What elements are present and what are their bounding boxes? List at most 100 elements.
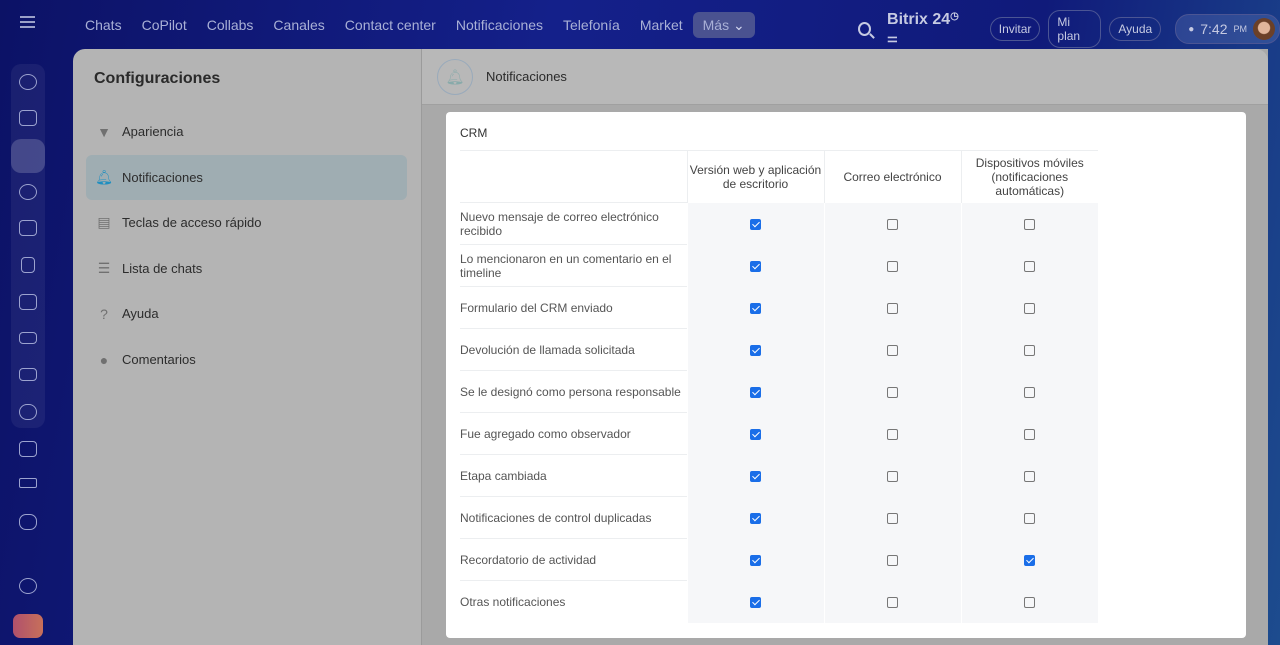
checkbox-email[interactable]	[887, 470, 898, 482]
checkbox-mobile[interactable]	[1024, 302, 1036, 314]
nav-canales[interactable]: Canales	[273, 17, 325, 33]
table-row: Se le designó como persona responsable	[460, 370, 1098, 413]
copilot-icon[interactable]	[19, 184, 37, 200]
checkbox-cell	[823, 328, 961, 371]
chat-icon[interactable]	[11, 139, 45, 173]
checkbox-web[interactable]	[750, 302, 761, 314]
checkbox-email[interactable]	[887, 386, 898, 398]
help-button[interactable]: Ayuda	[1109, 17, 1162, 41]
feed-icon[interactable]	[19, 74, 37, 90]
document-icon[interactable]	[21, 257, 35, 273]
checkbox-web[interactable]	[750, 554, 761, 566]
calendar-icon[interactable]	[19, 220, 37, 236]
checkbox-cell	[960, 496, 1098, 539]
checkbox-web[interactable]	[750, 512, 761, 524]
checkbox-mobile[interactable]	[1024, 386, 1036, 398]
rail-group	[11, 64, 45, 428]
checkbox-cell	[823, 580, 961, 623]
row-label: Formulario del CRM enviado	[460, 286, 687, 329]
menu-item-lista-chats[interactable]: ☰ Lista de chats	[86, 246, 407, 291]
nav-collabs[interactable]: Collabs	[206, 17, 254, 33]
worktime-button[interactable]: ● 7:42 PM	[1175, 14, 1280, 44]
notifications-card: CRM Versión web y aplicación de escritor…	[446, 112, 1246, 638]
gear-icon[interactable]	[19, 578, 37, 594]
checkbox-web[interactable]	[750, 344, 761, 356]
invite-button[interactable]: Invitar	[989, 17, 1041, 41]
checkbox-mobile[interactable]	[1024, 344, 1036, 356]
header-web: Versión web y aplicación de escritorio	[686, 150, 824, 203]
nav-copilot[interactable]: CoPilot	[141, 17, 187, 33]
bell-icon: 🔔︎	[437, 58, 473, 95]
checkbox-web[interactable]	[750, 260, 761, 272]
row-label: Notificaciones de control duplicadas	[460, 496, 687, 539]
tasks-icon[interactable]	[19, 441, 37, 457]
board-icon[interactable]	[19, 294, 37, 310]
contacts-icon[interactable]	[19, 404, 37, 420]
content-header: 🔔︎ Notificaciones	[422, 49, 1268, 105]
checkbox-mobile[interactable]	[1024, 218, 1036, 230]
row-label: Nuevo mensaje de correo electrónico reci…	[460, 202, 687, 245]
checkbox-email[interactable]	[887, 260, 898, 272]
checkbox-email[interactable]	[887, 596, 898, 608]
checkbox-mobile[interactable]	[1024, 470, 1036, 482]
top-nav: Chats CoPilot Collabs Canales Contact ce…	[75, 12, 755, 38]
table-row: Formulario del CRM enviado	[460, 286, 1098, 329]
list-icon: ☰	[97, 260, 111, 276]
checkbox-cell	[960, 538, 1098, 581]
news-icon[interactable]	[19, 110, 37, 126]
mail-icon[interactable]	[19, 368, 37, 381]
clock-icon: ●	[1188, 23, 1195, 35]
table-row: Nuevo mensaje de correo electrónico reci…	[460, 202, 1098, 245]
row-label: Se le designó como persona responsable	[460, 370, 687, 413]
checkbox-cell	[686, 244, 824, 287]
checkbox-cell	[686, 202, 824, 245]
checkbox-web[interactable]	[750, 386, 761, 398]
nav-more[interactable]: Más ⌄	[692, 12, 755, 38]
nav-market[interactable]: Market	[639, 17, 683, 33]
checkbox-mobile[interactable]	[1024, 512, 1036, 524]
settings-sliders-icon[interactable]: ⚌	[887, 31, 898, 45]
checkbox-cell	[823, 286, 961, 329]
menu-icon[interactable]	[20, 16, 35, 28]
robot-icon[interactable]	[19, 514, 37, 530]
menu-item-ayuda[interactable]: ? Ayuda	[86, 291, 407, 336]
checkbox-mobile[interactable]	[1024, 260, 1036, 272]
drive-icon[interactable]	[19, 332, 37, 344]
checkbox-cell	[823, 202, 961, 245]
avatar[interactable]	[1253, 18, 1275, 40]
menu-item-notificaciones[interactable]: 🔔︎ Notificaciones	[86, 155, 407, 200]
checkbox-cell	[686, 454, 824, 497]
logo[interactable]: Bitrix 24◷ ⚌	[887, 11, 966, 47]
checkbox-cell	[686, 538, 824, 581]
nav-notificaciones[interactable]: Notificaciones	[455, 17, 544, 33]
menu-item-apariencia[interactable]: ▼ Apariencia	[86, 109, 407, 154]
menu-item-teclas[interactable]: ▤ Teclas de acceso rápido	[86, 200, 407, 245]
plan-button[interactable]: Mi plan	[1048, 10, 1102, 48]
checkbox-web[interactable]	[750, 218, 761, 230]
filter-icon[interactable]	[19, 478, 37, 488]
checkbox-email[interactable]	[887, 302, 898, 314]
checkbox-web[interactable]	[750, 596, 761, 608]
nav-chats[interactable]: Chats	[85, 17, 122, 33]
checkbox-email[interactable]	[887, 554, 898, 566]
checkbox-cell	[686, 328, 824, 371]
search-icon[interactable]	[858, 22, 872, 36]
checkbox-email[interactable]	[887, 344, 898, 356]
checkbox-web[interactable]	[750, 470, 761, 482]
menu-item-comentarios[interactable]: ● Comentarios	[86, 337, 407, 382]
checkbox-mobile[interactable]	[1024, 428, 1036, 440]
nav-telefonia[interactable]: Telefonía	[563, 17, 620, 33]
checkbox-email[interactable]	[887, 218, 898, 230]
checkbox-mobile[interactable]	[1024, 596, 1036, 608]
checkbox-mobile[interactable]	[1024, 554, 1036, 566]
checkbox-email[interactable]	[887, 428, 898, 440]
checkbox-cell	[686, 580, 824, 623]
checkbox-web[interactable]	[750, 428, 761, 440]
checkbox-cell	[823, 454, 961, 497]
rocket-icon[interactable]	[13, 614, 43, 638]
settings-content: 🔔︎ Notificaciones CRM Versión web y apli…	[421, 49, 1268, 645]
checkbox-email[interactable]	[887, 512, 898, 524]
nav-contact-center[interactable]: Contact center	[344, 17, 436, 33]
nav-more-label: Más	[702, 17, 730, 33]
table-row: Recordatorio de actividad	[460, 538, 1098, 581]
